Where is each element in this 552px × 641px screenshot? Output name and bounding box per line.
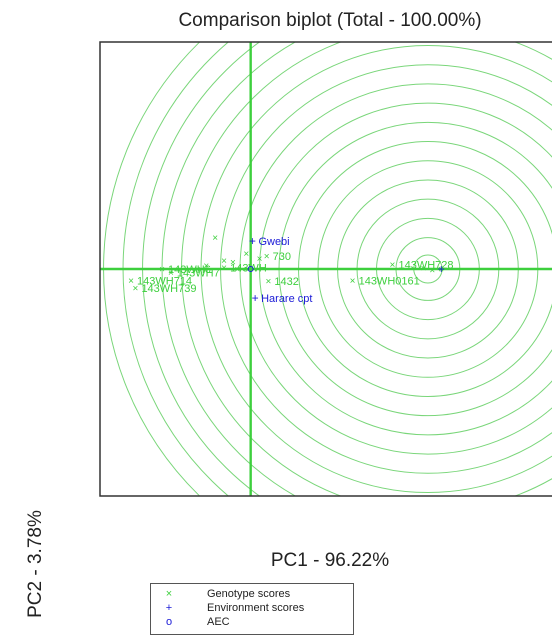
legend-label-aec: AEC <box>207 616 230 628</box>
legend: × Genotype scores + Environment scores o… <box>150 583 354 635</box>
genotype-point-18: × <box>257 254 263 265</box>
genotype-point-10: × <box>429 265 435 276</box>
legend-entry-genotype: × Genotype scores <box>151 588 351 601</box>
environment-label-1: Harare cpt <box>261 293 312 305</box>
genotype-label-6: 143WH0161 <box>359 275 420 287</box>
genotype-point-7: × <box>159 265 165 276</box>
genotype-label-5: 1432 <box>274 276 298 288</box>
chart-title: Comparison biplot (Total - 100.00%) <box>178 10 482 31</box>
genotype-point-8: × <box>168 268 174 279</box>
genotype-point-14: × <box>230 258 236 269</box>
genotype-point-9: × <box>421 264 427 275</box>
genotype-point-19: × <box>234 265 240 276</box>
genotype-point-15: × <box>203 261 209 272</box>
environment-point-2: + <box>438 262 445 276</box>
plot-content: × 143WH728× 143WH714× 143WH739× 143WH× 730× 14… <box>100 42 552 496</box>
genotype-point-13: × <box>221 256 227 267</box>
genotype-point-5: × <box>265 277 271 288</box>
genotype-point-2: × <box>133 284 139 295</box>
genotype-point-17: × <box>243 249 249 260</box>
genotype-label-2: 143WH739 <box>141 283 196 295</box>
aec-marker-icon: o <box>165 616 173 628</box>
genotype-point-4: × <box>264 251 270 262</box>
genotype-label-8: 143WH7 <box>177 267 220 279</box>
genotype-point-6: × <box>350 276 356 287</box>
genotype-point-11: × <box>438 265 444 276</box>
plot-frame <box>99 41 552 497</box>
legend-entry-aec: o AEC <box>151 616 351 629</box>
genotype-label-0: 143WH728 <box>398 260 453 272</box>
genotype-point-16: × <box>195 265 201 276</box>
genotype-point-3: × <box>221 263 227 274</box>
legend-label-environment: Environment scores <box>207 602 305 614</box>
genotype-point-1: × <box>128 276 134 287</box>
environment-label-0: Gwebi <box>258 236 289 248</box>
legend-label-genotype: Genotype scores <box>207 588 291 600</box>
y-axis-title: PC2 - 3.78% <box>25 510 46 618</box>
genotype-point-0: × <box>390 260 396 271</box>
genotype-marker-icon: × <box>165 588 173 600</box>
genotype-point-12: × <box>212 233 218 244</box>
aec-point <box>247 266 254 272</box>
genotype-label-1: 143WH714 <box>137 275 192 287</box>
x-axis-title: PC1 - 96.22% <box>270 550 390 571</box>
genotype-label-4: 730 <box>273 251 291 263</box>
environment-point-1: + <box>252 291 259 305</box>
environment-marker-icon: + <box>165 602 173 614</box>
legend-entry-environment: + Environment scores <box>151 602 351 615</box>
environment-point-0: + <box>249 234 256 248</box>
genotype-label-7: 143WH6 <box>168 264 211 276</box>
